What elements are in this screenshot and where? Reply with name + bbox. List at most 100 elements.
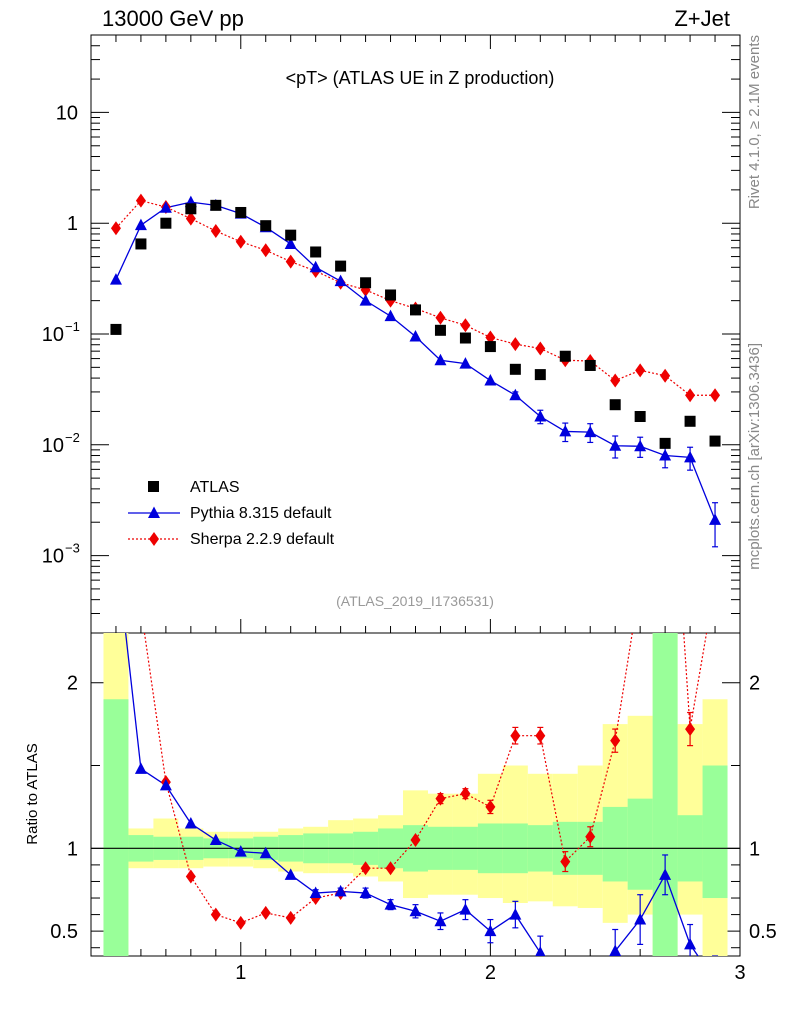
atlas-point bbox=[534, 369, 546, 381]
pythia-point bbox=[609, 439, 622, 451]
pythia-point bbox=[484, 374, 497, 386]
pythia-point bbox=[409, 329, 422, 342]
x-tick-label: 3 bbox=[734, 962, 745, 984]
pythia-ratio-point bbox=[535, 946, 546, 956]
y-tick-label: 10 bbox=[56, 102, 78, 124]
atlas-point bbox=[185, 203, 197, 215]
atlas-point bbox=[559, 350, 571, 362]
atlas-point bbox=[684, 415, 696, 427]
y-tick-label: 0.5 bbox=[50, 921, 78, 943]
sherpa-ratio-point bbox=[610, 733, 621, 748]
pythia-point bbox=[359, 294, 372, 306]
sherpa-ratio-point bbox=[410, 833, 421, 848]
pythia-ratio-point bbox=[309, 886, 322, 899]
sherpa-ratio-point bbox=[260, 905, 271, 920]
pythia-ratio-point bbox=[484, 924, 497, 937]
sherpa-ratio-point bbox=[210, 907, 221, 922]
y-tick-label: 1 bbox=[67, 213, 78, 235]
pythia-ratio-point bbox=[134, 762, 147, 774]
sherpa-ratio-point bbox=[111, 460, 121, 474]
pythia-ratio-point bbox=[659, 868, 672, 880]
y-tick-label: 10 bbox=[42, 546, 64, 568]
atlas-point bbox=[659, 437, 671, 449]
pythia-ratio-point bbox=[334, 884, 347, 897]
pythia-ratio-point bbox=[209, 833, 222, 846]
pythia-ratio-point bbox=[559, 974, 571, 986]
sherpa-ratio-point bbox=[385, 861, 396, 876]
pythia-point bbox=[684, 450, 697, 463]
sherpa-point bbox=[635, 363, 646, 378]
sherpa-ratio-point bbox=[685, 722, 696, 737]
y-tick-exponent: −2 bbox=[65, 430, 80, 445]
header-left: 13000 GeV pp bbox=[102, 6, 244, 31]
sherpa-point bbox=[210, 224, 221, 239]
atlas-point bbox=[434, 324, 446, 336]
sherpa-point bbox=[510, 337, 521, 352]
legend-atlas-marker bbox=[148, 481, 159, 492]
pythia-point bbox=[534, 410, 547, 422]
atlas-point bbox=[110, 323, 122, 335]
y-tick-label: 1 bbox=[67, 838, 78, 860]
pythia-ratio-point bbox=[609, 944, 622, 956]
sherpa-ratio-point bbox=[560, 854, 571, 869]
pythia-point bbox=[459, 357, 472, 369]
sherpa-ratio-point bbox=[235, 915, 246, 930]
sherpa-point bbox=[685, 388, 696, 403]
atlas-point bbox=[410, 304, 421, 316]
atlas-point bbox=[360, 277, 372, 289]
pythia-point bbox=[584, 425, 597, 438]
legend-sherpa-label: Sherpa 2.2.9 default bbox=[190, 531, 335, 548]
sherpa-point bbox=[110, 221, 121, 236]
rivet-label: Rivet 4.1.0, ≥ 2.1M events bbox=[746, 35, 763, 209]
pythia-point bbox=[659, 449, 672, 461]
atlas-point bbox=[584, 359, 596, 371]
atlas-point bbox=[709, 435, 721, 447]
sherpa-point bbox=[285, 254, 296, 269]
sherpa-ratio-point bbox=[535, 728, 546, 743]
sherpa-ratio-point bbox=[460, 786, 471, 801]
sherpa-ratio-point bbox=[660, 344, 670, 358]
pythia-point bbox=[309, 260, 322, 273]
y-tick-label-right: 0.5 bbox=[749, 921, 777, 943]
pythia-point bbox=[384, 309, 397, 322]
y-tick-exponent: −3 bbox=[65, 541, 80, 556]
x-tick-label: 2 bbox=[485, 962, 496, 984]
sherpa-point bbox=[660, 368, 671, 383]
band-inner-bin bbox=[103, 699, 129, 956]
sherpa-ratio-point bbox=[510, 728, 521, 743]
pythia-point bbox=[434, 353, 447, 366]
sherpa-ratio-point bbox=[285, 910, 296, 925]
x-tick-label: 1 bbox=[235, 962, 246, 984]
sherpa-point bbox=[460, 318, 471, 333]
band-inner-bin bbox=[702, 765, 728, 899]
sherpa-point bbox=[535, 341, 546, 356]
pythia-point bbox=[159, 201, 172, 213]
ratio-axes: 1 2 3 2 2 1 1 0.5 0.5 bbox=[50, 673, 777, 984]
pythia-ratio-point bbox=[284, 868, 297, 880]
pythia-point bbox=[634, 439, 647, 452]
analysis-label: (ATLAS_2019_I1736531) bbox=[336, 593, 494, 609]
legend-sherpa-marker bbox=[149, 532, 159, 546]
atlas-point bbox=[385, 289, 397, 301]
pythia-ratio-point bbox=[384, 898, 397, 910]
sherpa-point bbox=[485, 330, 496, 345]
pythia-ratio-point bbox=[509, 908, 522, 920]
ratio-series bbox=[91, 344, 740, 986]
pythia-line bbox=[115, 201, 716, 521]
pythia-ratio-point bbox=[434, 914, 447, 927]
pythia-ratio-point bbox=[584, 974, 596, 986]
band-inner-bin bbox=[602, 806, 628, 882]
atlas-point bbox=[285, 229, 297, 241]
sherpa-point bbox=[235, 234, 246, 249]
pythia-point bbox=[559, 424, 572, 437]
pythia-ratio-point bbox=[184, 816, 197, 829]
sherpa-point bbox=[260, 243, 271, 258]
y-tick-label-right: 1 bbox=[749, 838, 760, 860]
pythia-point bbox=[284, 237, 297, 249]
pythia-ratio-point bbox=[110, 540, 122, 552]
pythia-ratio-point bbox=[159, 778, 172, 791]
y-tick-label: 2 bbox=[67, 673, 78, 695]
band-inner-bin bbox=[652, 633, 678, 956]
